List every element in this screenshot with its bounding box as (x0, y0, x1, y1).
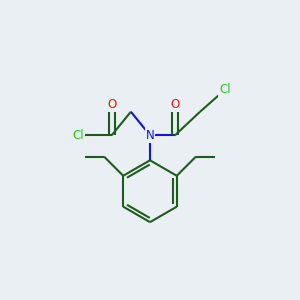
Text: O: O (170, 98, 180, 111)
Text: O: O (107, 98, 116, 111)
Text: Cl: Cl (72, 129, 84, 142)
Text: Cl: Cl (219, 83, 231, 96)
Text: N: N (146, 129, 154, 142)
